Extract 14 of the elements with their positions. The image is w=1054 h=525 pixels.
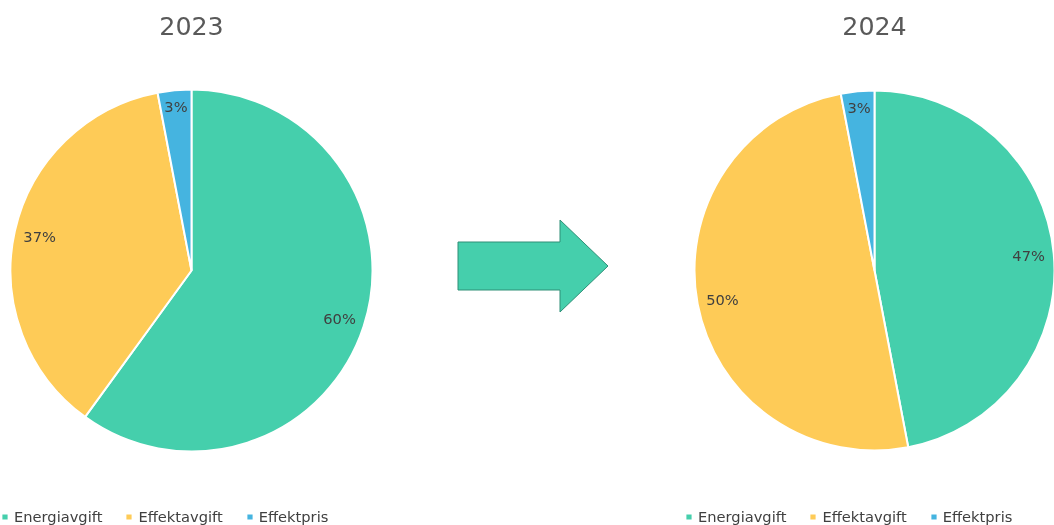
legend-label: Effektavgift xyxy=(822,508,907,525)
data-label: 47% xyxy=(1012,247,1045,265)
legend-label: Effektpris xyxy=(942,508,1013,525)
legend-label: Energiavgift xyxy=(698,508,787,525)
data-label: 37% xyxy=(23,228,56,246)
legend-label: Energiavgift xyxy=(14,508,103,525)
chart-title: 2023 xyxy=(159,10,224,41)
data-label: 3% xyxy=(164,98,188,116)
data-label: 50% xyxy=(706,291,739,309)
legend-label: Effektpris xyxy=(258,508,329,525)
chart-title: 2024 xyxy=(842,10,907,41)
data-label: 3% xyxy=(847,98,871,116)
legend-label: Effektavgift xyxy=(138,508,223,525)
data-label: 60% xyxy=(323,310,356,328)
